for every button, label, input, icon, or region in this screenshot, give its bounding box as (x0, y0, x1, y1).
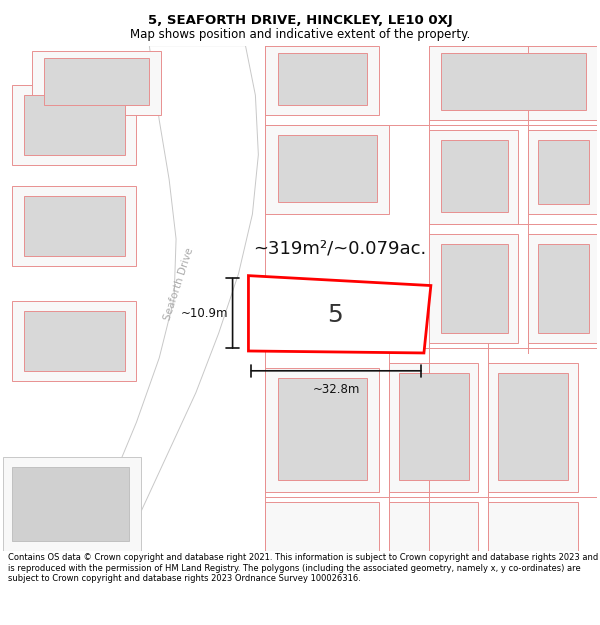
Polygon shape (528, 234, 598, 343)
Polygon shape (248, 276, 431, 353)
Polygon shape (528, 130, 598, 214)
Polygon shape (25, 311, 125, 371)
Text: Map shows position and indicative extent of the property.: Map shows position and indicative extent… (130, 28, 470, 41)
Text: ~10.9m: ~10.9m (181, 307, 229, 320)
Polygon shape (265, 502, 379, 551)
Polygon shape (389, 363, 478, 492)
Polygon shape (25, 95, 125, 154)
Polygon shape (488, 363, 578, 492)
Text: Contains OS data © Crown copyright and database right 2021. This information is : Contains OS data © Crown copyright and d… (8, 553, 598, 583)
Polygon shape (538, 244, 589, 333)
Polygon shape (441, 244, 508, 333)
Polygon shape (25, 196, 125, 256)
Polygon shape (488, 502, 578, 551)
Polygon shape (389, 502, 478, 551)
Text: 5, SEAFORTH DRIVE, HINCKLEY, LE10 0XJ: 5, SEAFORTH DRIVE, HINCKLEY, LE10 0XJ (148, 14, 452, 27)
Text: Seaforth Drive: Seaforth Drive (163, 246, 196, 321)
Polygon shape (265, 368, 379, 492)
Polygon shape (265, 125, 389, 214)
Polygon shape (32, 51, 161, 115)
Polygon shape (2, 457, 142, 551)
Polygon shape (429, 130, 518, 224)
Polygon shape (13, 301, 136, 381)
Polygon shape (429, 46, 598, 120)
Polygon shape (44, 58, 149, 105)
Polygon shape (441, 140, 508, 212)
Polygon shape (429, 234, 518, 343)
Polygon shape (13, 467, 130, 541)
Polygon shape (399, 372, 469, 480)
Polygon shape (265, 46, 379, 115)
Polygon shape (82, 46, 259, 551)
Text: ~319m²/~0.079ac.: ~319m²/~0.079ac. (253, 240, 426, 258)
Polygon shape (538, 140, 589, 204)
Polygon shape (13, 85, 136, 164)
Polygon shape (278, 52, 367, 105)
Polygon shape (441, 52, 586, 110)
Text: 5: 5 (327, 303, 343, 328)
Polygon shape (13, 186, 136, 266)
Text: ~32.8m: ~32.8m (313, 382, 360, 396)
Polygon shape (278, 135, 377, 202)
Polygon shape (278, 378, 367, 480)
Polygon shape (498, 372, 568, 480)
